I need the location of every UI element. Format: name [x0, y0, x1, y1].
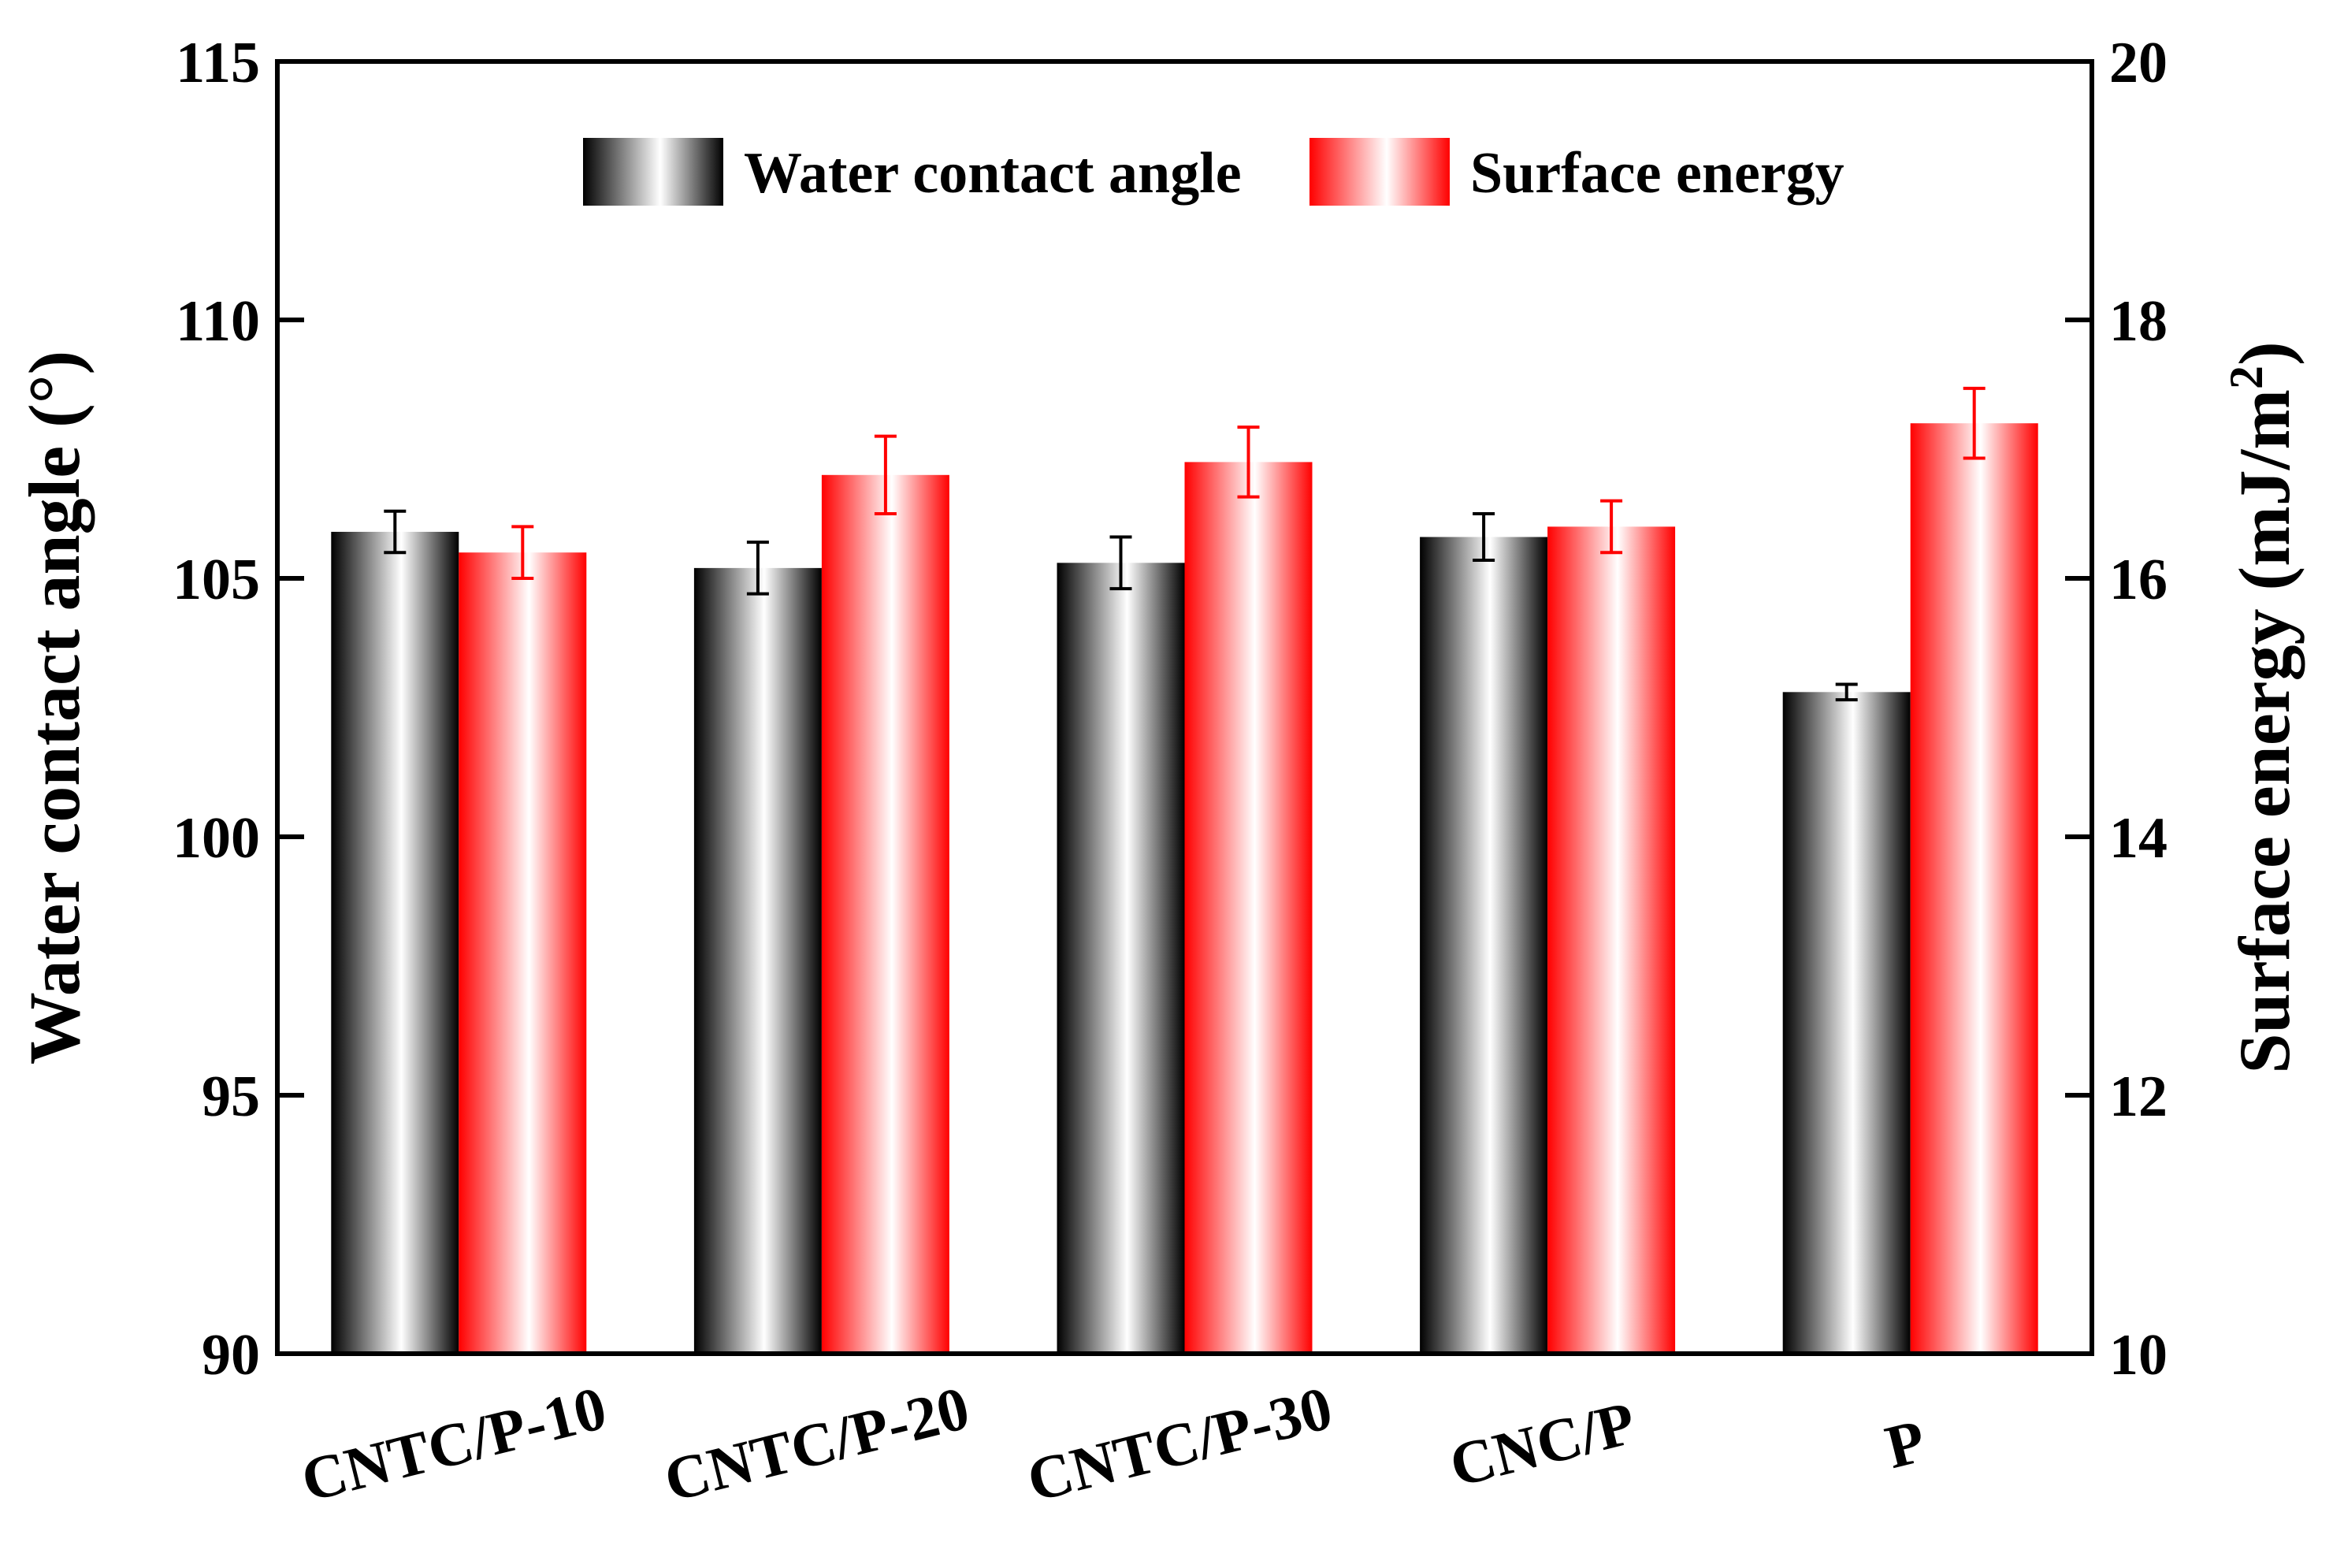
bar-water-contact-angle	[693, 567, 822, 1354]
y-left-tick-label: 95	[202, 1065, 260, 1129]
legend-label: Surface energy	[1470, 141, 1844, 206]
bar-surface-energy	[459, 552, 587, 1354]
legend-label: Water contact angle	[744, 141, 1242, 206]
y-right-axis-title-sup: 2	[2220, 366, 2272, 389]
bar-water-contact-angle	[1420, 537, 1548, 1354]
plot-frame	[275, 59, 2094, 1356]
y-right-tick-label: 12	[2109, 1065, 2168, 1129]
x-tick-label: CNC/P	[1443, 1388, 1642, 1499]
bar-surface-energy	[821, 474, 949, 1354]
bar-surface-energy	[1547, 526, 1676, 1354]
bar-water-contact-angle	[331, 531, 459, 1354]
y-left-tick-label: 115	[176, 31, 260, 95]
x-tick-label: CNTC/P-20	[658, 1373, 976, 1514]
y-left-tick-label: 105	[173, 548, 260, 612]
bar-surface-energy	[1184, 462, 1313, 1354]
y-right-tick-label: 16	[2109, 548, 2168, 612]
y-right-tick-label: 20	[2109, 31, 2168, 95]
y-right-tick-label: 14	[2109, 806, 2168, 871]
y-right-axis-title-main: Surface energy (mJ/m	[2224, 389, 2305, 1074]
bars-layer	[331, 423, 2038, 1354]
legend: Water contact angle Surface energy	[583, 138, 1844, 206]
bar-water-contact-angle	[1782, 692, 1911, 1354]
y-left-tick-label: 100	[173, 806, 260, 871]
y-left-tick-label: 90	[202, 1323, 260, 1388]
x-tick-label: CNTC/P-10	[295, 1373, 613, 1514]
y-right-axis-title-end: )	[2224, 341, 2305, 366]
bar-water-contact-angle	[1057, 563, 1185, 1354]
y-right-axis-title: Surface energy (mJ/m2)	[2220, 341, 2305, 1073]
axes-layer	[275, 59, 2094, 1356]
y-left-tick-label: 110	[176, 289, 260, 354]
y-right-tick-label: 10	[2109, 1323, 2168, 1388]
bar-surface-energy	[1910, 423, 2038, 1354]
x-tick-label: CNTC/P-30	[1020, 1373, 1339, 1514]
y-left-axis-title: Water contact angle (°)	[14, 351, 95, 1065]
y-right-tick-label: 18	[2109, 289, 2168, 354]
legend-swatch-water-contact-angle	[583, 138, 723, 206]
x-tick-label: P	[1879, 1406, 1932, 1481]
legend-swatch-surface-energy	[1309, 138, 1450, 206]
error-bars-layer	[384, 386, 1986, 702]
